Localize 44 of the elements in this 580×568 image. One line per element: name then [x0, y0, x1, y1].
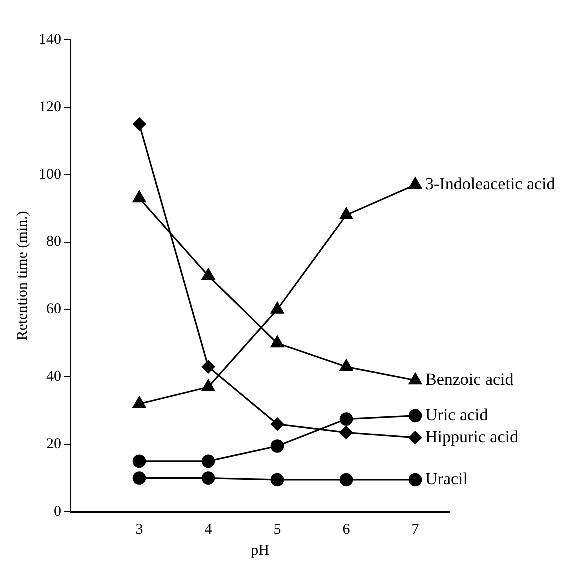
point: [408, 409, 422, 423]
series-label: Uric acid: [426, 405, 489, 424]
point: [408, 372, 422, 385]
x-tick-label: 6: [342, 522, 351, 538]
x-tick-label: 4: [204, 522, 213, 538]
y-tick-label: 100: [39, 166, 62, 183]
y-axis-title: Retention time (min.): [14, 211, 31, 341]
point: [270, 440, 284, 453]
x-tick-label: 3: [136, 522, 144, 538]
point: [340, 426, 354, 440]
y-tick-label: 80: [46, 234, 62, 250]
point: [132, 396, 146, 408]
point: [202, 380, 216, 392]
x-axis-title: pH: [251, 542, 270, 559]
point: [270, 302, 284, 314]
point: [340, 473, 354, 487]
point: [132, 190, 146, 203]
point: [132, 472, 146, 485]
x-tick-label: 7: [412, 522, 420, 538]
y-tick-label: 140: [39, 32, 62, 48]
y-tick-label: 0: [54, 504, 62, 520]
y-tick-label: 20: [46, 436, 62, 453]
point: [408, 431, 422, 444]
series-label: 3-Indoleacetic acid: [426, 174, 556, 194]
y-tick-label: 120: [39, 99, 62, 116]
point: [340, 208, 354, 220]
point: [340, 359, 354, 372]
y-tick-label: 60: [46, 302, 62, 318]
point: [202, 454, 216, 468]
point: [270, 473, 284, 487]
point: [270, 336, 284, 348]
point: [202, 360, 216, 374]
point: [408, 177, 422, 190]
point: [132, 454, 146, 468]
point: [202, 268, 216, 280]
point: [340, 412, 354, 426]
series-label: Hippuric acid: [426, 427, 519, 446]
point: [202, 472, 216, 485]
series-label: Benzoic acid: [426, 370, 514, 389]
y-tick-label: 40: [46, 369, 62, 386]
point: [270, 418, 284, 431]
x-tick-label: 5: [274, 522, 282, 538]
point: [408, 473, 422, 487]
series-label: Uracil: [426, 469, 468, 488]
